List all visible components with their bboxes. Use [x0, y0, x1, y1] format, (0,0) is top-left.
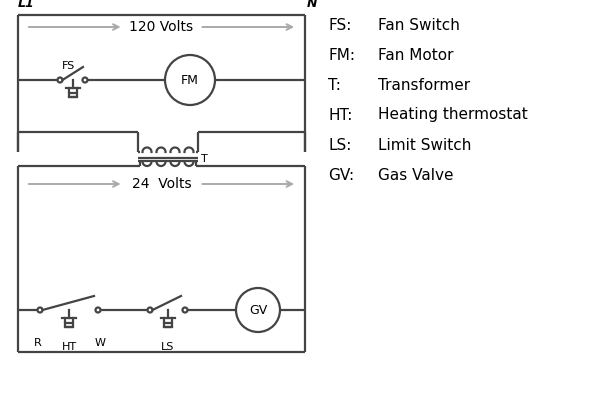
Text: HT: HT: [61, 342, 77, 352]
Text: Heating thermostat: Heating thermostat: [378, 108, 527, 122]
Text: 24  Volts: 24 Volts: [132, 177, 191, 191]
Text: FM: FM: [181, 74, 199, 86]
Text: Fan Motor: Fan Motor: [378, 48, 454, 62]
Text: HT:: HT:: [328, 108, 352, 122]
Text: N: N: [307, 0, 317, 10]
Text: GV:: GV:: [328, 168, 354, 182]
Circle shape: [38, 308, 42, 312]
Text: Gas Valve: Gas Valve: [378, 168, 454, 182]
Text: GV: GV: [249, 304, 267, 316]
Text: FS:: FS:: [328, 18, 352, 32]
Text: W: W: [94, 338, 106, 348]
Text: Transformer: Transformer: [378, 78, 470, 92]
Circle shape: [165, 55, 215, 105]
Text: T: T: [201, 154, 208, 164]
Text: Limit Switch: Limit Switch: [378, 138, 471, 152]
Text: LS:: LS:: [328, 138, 352, 152]
Circle shape: [236, 288, 280, 332]
Text: R: R: [34, 338, 42, 348]
Circle shape: [96, 308, 100, 312]
Text: T:: T:: [328, 78, 341, 92]
Circle shape: [182, 308, 188, 312]
Text: LS: LS: [161, 342, 174, 352]
Circle shape: [83, 78, 87, 82]
Text: L1: L1: [18, 0, 35, 10]
Circle shape: [148, 308, 152, 312]
Circle shape: [57, 78, 63, 82]
Text: FS: FS: [62, 61, 76, 71]
Text: FM:: FM:: [328, 48, 355, 62]
Text: Fan Switch: Fan Switch: [378, 18, 460, 32]
Text: 120 Volts: 120 Volts: [129, 20, 194, 34]
